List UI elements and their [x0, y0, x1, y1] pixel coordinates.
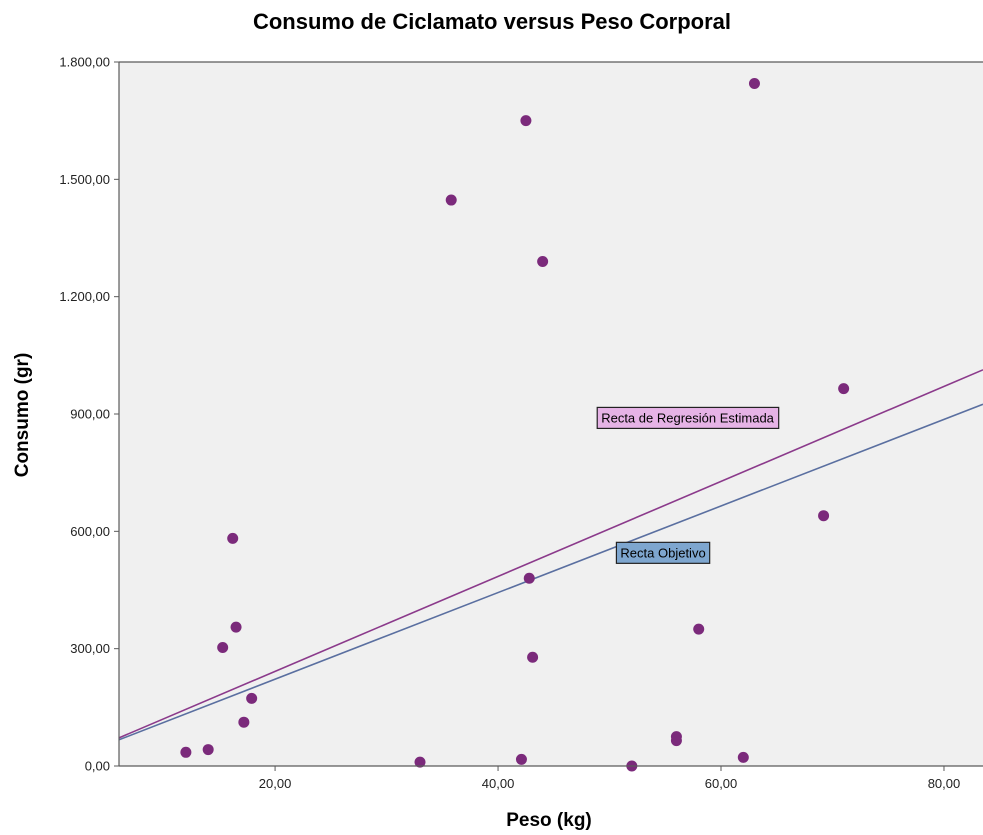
- regression-lines: [118, 369, 983, 741]
- data-point: [748, 78, 760, 90]
- data-point: [227, 532, 239, 544]
- y-axis-label: Consumo (gr): [12, 353, 33, 478]
- data-point: [670, 731, 682, 743]
- y-axis-ticks: 0,00 300,00 600,00 900,00 1.200,00 1.500,00 1.…: [59, 55, 119, 774]
- x-tick-label: 20,00: [259, 776, 292, 791]
- y-tick-label: 900,00: [70, 407, 110, 422]
- callout-box: [596, 406, 780, 430]
- data-point: [414, 756, 426, 768]
- plot-area: [119, 62, 983, 766]
- x-tick-label: 60,00: [705, 776, 738, 791]
- line-callout: Recta de Regresión Estimada: [596, 406, 780, 430]
- data-points: [180, 78, 850, 772]
- y-tick-label: 1.200,00: [59, 289, 110, 304]
- data-point: [180, 746, 192, 758]
- data-point: [520, 115, 532, 127]
- data-point: [527, 651, 539, 663]
- data-point: [246, 692, 258, 704]
- chart-title: Consumo de Ciclamato versus Peso Corpora…: [253, 9, 731, 34]
- x-tick-label: 80,00: [928, 776, 961, 791]
- data-point: [693, 623, 705, 635]
- fit-line: [118, 403, 983, 741]
- y-tick-label: 1.800,00: [59, 55, 110, 70]
- data-point: [217, 641, 229, 653]
- x-axis-label: Peso (kg): [506, 810, 592, 831]
- data-point: [445, 194, 457, 206]
- data-point: [202, 744, 214, 756]
- y-tick-label: 1.500,00: [59, 172, 110, 187]
- data-point: [838, 383, 850, 395]
- callout-box: [615, 541, 711, 564]
- data-point: [230, 621, 242, 633]
- y-tick-label: 300,00: [70, 641, 110, 656]
- x-tick-label: 40,00: [482, 776, 515, 791]
- data-point: [818, 510, 830, 522]
- data-point: [523, 572, 535, 584]
- line-callouts: Recta de Regresión Estimada Recta Objetiv…: [596, 406, 780, 564]
- callout-label: Recta Objetivo: [620, 545, 705, 560]
- data-point: [238, 716, 250, 728]
- data-point: [737, 751, 749, 763]
- callout-label: Recta de Regresión Estimada: [601, 410, 774, 425]
- y-tick-label: 0,00: [85, 759, 110, 774]
- data-point: [537, 255, 549, 267]
- fit-line: [118, 369, 983, 739]
- data-point: [515, 753, 527, 765]
- line-callout: Recta Objetivo: [615, 541, 711, 564]
- x-axis-ticks: 20,00 40,00 60,00 80,00: [259, 766, 960, 791]
- y-tick-label: 600,00: [70, 524, 110, 539]
